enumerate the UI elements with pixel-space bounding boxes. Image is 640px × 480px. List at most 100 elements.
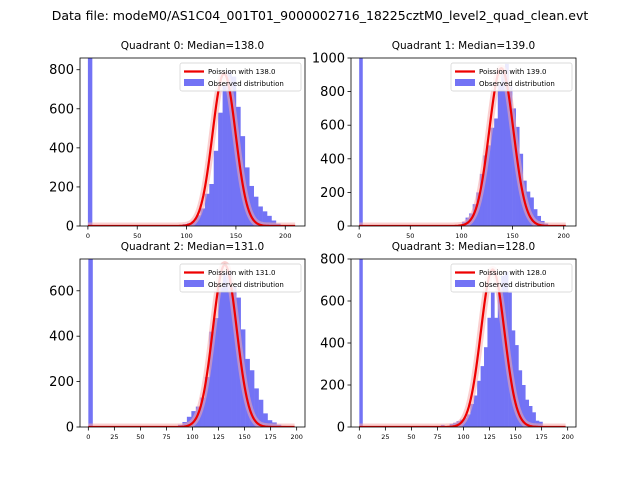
histogram-bar	[529, 197, 534, 226]
histogram-bar	[477, 380, 481, 427]
histogram-bar	[258, 206, 263, 226]
x-tick-label: 0	[357, 433, 361, 441]
quadrant-title: Quadrant 2: Median=131.0	[121, 241, 264, 253]
quadrant-0-panel: 0 50 100 150 200 0 200 400 600 800 Quadrant 0: Med…	[49, 40, 306, 240]
x-tick-label: 50	[406, 232, 414, 240]
zero-spike-bar	[359, 58, 363, 226]
quadrant-2-plot-area	[85, 259, 298, 427]
histogram-bar	[231, 76, 237, 226]
x-tick-label: 175	[264, 433, 276, 441]
histogram-bar	[528, 406, 533, 427]
y-tick-label: 200	[49, 375, 74, 390]
x-tick-label: 125	[212, 433, 224, 441]
histogram-bar	[263, 413, 268, 427]
histogram-bar	[267, 215, 272, 226]
x-tick-label: 0	[86, 232, 90, 240]
y-tick-label: 0	[66, 421, 74, 436]
quadrant-3-panel: 0 25 50 75 100 125 150 175 200 0 200 400 600 800 Quadr…	[320, 241, 577, 441]
histogram-bar	[537, 215, 542, 226]
histogram-bar	[227, 71, 232, 226]
x-tick-label: 200	[290, 433, 302, 441]
poisson-fit-line	[359, 66, 566, 226]
histogram-bar	[213, 318, 219, 427]
poisson-fit-line	[87, 72, 296, 226]
y-tick-label: 200	[320, 186, 345, 201]
y-tick-label: 600	[49, 102, 74, 117]
legend-hist-label: Observed distribution	[208, 281, 284, 289]
histogram-bar	[533, 209, 538, 226]
legend-hist-label: Observed distribution	[208, 80, 284, 88]
legend-hist-swatch	[455, 280, 475, 287]
legend-box	[450, 62, 573, 92]
histogram-bar	[218, 287, 224, 427]
y-tick-label: 400	[49, 330, 74, 345]
legend-fit-label: Poission with 139.0	[479, 68, 547, 76]
histogram-bar	[204, 377, 210, 427]
y-tick-label: 0	[66, 220, 74, 235]
x-tick-label: 75	[162, 433, 170, 441]
histogram-bar	[508, 86, 513, 226]
x-tick-label: 25	[110, 433, 118, 441]
quadrant-title: Quadrant 0: Median=138.0	[121, 40, 264, 52]
quadrant-3-plot-area	[356, 259, 569, 427]
y-tick-label: 600	[320, 119, 345, 134]
histogram-bar	[258, 399, 264, 427]
x-tick-label: 50	[407, 433, 415, 441]
y-tick-label: 400	[320, 152, 345, 167]
zero-spike-bar	[88, 259, 93, 427]
x-tick-label: 100	[180, 232, 192, 240]
histogram-bar	[227, 270, 232, 427]
histogram-bar	[512, 108, 516, 226]
y-tick-label: 200	[320, 379, 345, 394]
histogram-bar	[497, 288, 502, 427]
fit-curve-glow	[356, 266, 569, 427]
histogram-bar	[200, 208, 206, 226]
histogram-bar	[494, 317, 499, 427]
histogram-bar	[470, 403, 475, 427]
legend-hist-swatch	[184, 79, 204, 86]
histogram-bar	[218, 112, 223, 226]
x-tick-label: 0	[86, 433, 90, 441]
histogram-bar	[209, 331, 215, 427]
quadrant-2-panel: 0 25 50 75 100 125 150 175 200 0 200 400 600 Quadrant…	[49, 241, 306, 441]
y-tick-label: 400	[49, 141, 74, 156]
legend-fit-label: Poission with 138.0	[208, 68, 276, 76]
histogram-bar	[204, 193, 210, 226]
histogram-bar	[200, 397, 206, 427]
x-tick-label: 0	[357, 232, 361, 240]
histogram-bar	[209, 184, 215, 226]
histogram-bar	[497, 84, 502, 226]
y-tick-label: 800	[320, 253, 345, 268]
legend-hist-label: Observed distribution	[479, 281, 555, 289]
histogram-bar	[504, 63, 509, 226]
histogram-bar	[532, 412, 536, 427]
y-tick-label: 600	[320, 295, 345, 310]
histogram-bar	[490, 292, 495, 427]
axes-frame	[79, 57, 306, 227]
histogram-bar	[480, 366, 485, 427]
histogram-bar	[484, 347, 488, 427]
histogram-bar	[514, 345, 519, 427]
x-tick-label: 75	[433, 433, 441, 441]
x-tick-label: 200	[561, 433, 573, 441]
quadrant-title: Quadrant 1: Median=139.0	[392, 40, 535, 52]
histogram-bar	[501, 71, 506, 226]
y-tick-label: 600	[49, 284, 74, 299]
histogram-bar	[249, 185, 254, 226]
x-tick-label: 100	[457, 433, 469, 441]
legend-box	[450, 263, 573, 293]
x-tick-label: 150	[238, 433, 250, 441]
x-tick-label: 50	[133, 232, 141, 240]
x-tick-label: 200	[558, 232, 570, 240]
legend-hist-swatch	[184, 280, 204, 287]
legend-box	[179, 263, 302, 293]
histogram-bar	[525, 399, 530, 427]
histogram-bar	[222, 85, 228, 226]
y-tick-label: 400	[320, 337, 345, 352]
x-tick-label: 150	[230, 232, 242, 240]
zero-spike-bar	[87, 58, 93, 226]
quadrant-title: Quadrant 3: Median=128.0	[392, 241, 535, 253]
y-tick-label: 0	[337, 421, 345, 436]
x-tick-label: 200	[279, 232, 291, 240]
